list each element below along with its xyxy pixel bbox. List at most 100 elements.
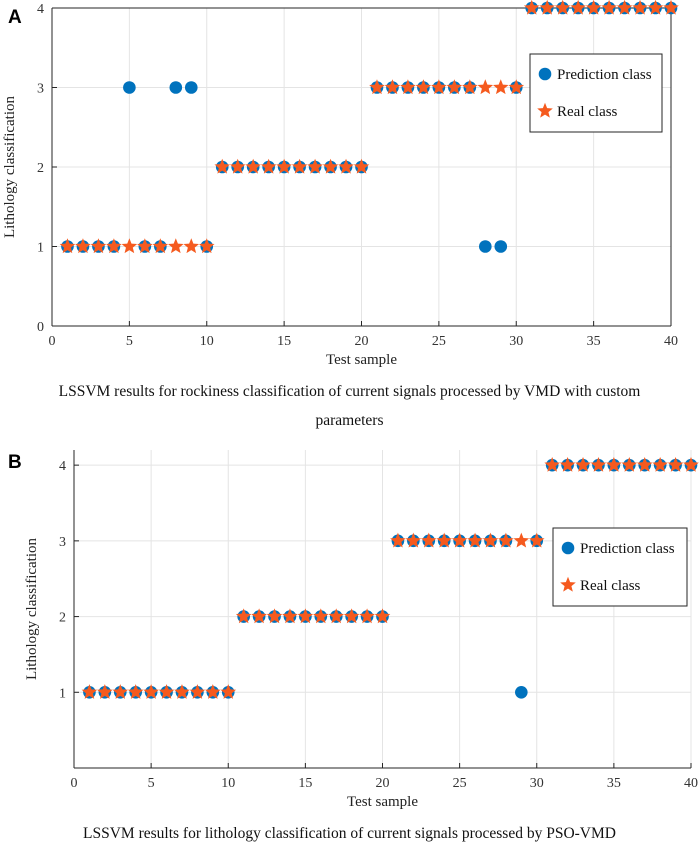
- panel-a-real-point: [477, 79, 494, 95]
- panel-a-real-point: [616, 0, 633, 15]
- panel-b-x-tick-label: 0: [71, 776, 78, 791]
- panel-a-real-point: [647, 0, 664, 15]
- panel-a-caption-line: LSSVM results for rockiness classificati…: [59, 383, 641, 400]
- panel-b-real-point: [143, 684, 159, 699]
- panel-b-prediction-point: [515, 685, 528, 699]
- panel-a-real-point: [446, 79, 463, 95]
- panel-b-x-tick-label: 30: [530, 776, 544, 791]
- panel-a-legend-real-label: Real class: [557, 104, 618, 120]
- panel-a-x-tick-label: 0: [49, 334, 56, 349]
- panel-a-real-point: [338, 158, 354, 174]
- panel-b-real-point: [297, 608, 314, 624]
- panel-a-x-tick-label: 35: [587, 334, 601, 349]
- panel-a-legend: Prediction class Real class: [529, 53, 663, 133]
- panel-a-legend-box: [529, 53, 663, 133]
- panel-a-x-tick-label: 15: [277, 334, 291, 349]
- panel-b-real-point: [544, 456, 560, 472]
- panel-a-real-point: [492, 79, 509, 95]
- panel-a-real-point: [90, 238, 107, 254]
- panel-b-legend-prediction-marker: [561, 541, 575, 555]
- panel-b-real-point: [621, 456, 638, 472]
- panel-b-real-point: [590, 456, 607, 472]
- panel-a-prediction-point: [123, 81, 136, 94]
- panel-b-real-point: [343, 608, 360, 624]
- panel-b-legend-real-marker: [560, 576, 576, 592]
- panel-b-x-tick-label: 15: [298, 776, 312, 791]
- panel-a-real-point: [663, 0, 679, 15]
- panel-a-real-point: [168, 238, 184, 254]
- panel-b-real-point: [112, 684, 129, 699]
- panel-a-y-axis-label: Lithology classification: [2, 95, 18, 238]
- panel-b-real-point: [467, 532, 483, 548]
- panel-a-prediction-point: [479, 240, 492, 253]
- panel-b-y-tick-label: 1: [59, 686, 66, 701]
- panel-a-legend-prediction-label: Prediction class: [557, 67, 652, 83]
- panel-b-real-point: [81, 684, 98, 699]
- panel-b-real-point: [359, 608, 375, 624]
- panel-b-y-tick-label: 4: [59, 459, 66, 474]
- panel-a-prediction-point: [184, 81, 198, 94]
- panel-b-real-point: [374, 608, 391, 624]
- panel-b-real-point: [174, 684, 190, 699]
- panel-b-real-point: [313, 608, 329, 624]
- panel-a: A 0 5 10 15 20 25 30 35 40 0 1 2 3 4 Test sample Litholo…: [2, 0, 679, 429]
- panel-b-caption-line: LSSVM results for lithology classificati…: [83, 825, 616, 842]
- panel-a-x-tick-label: 10: [200, 334, 214, 349]
- panel-a-real-point: [137, 238, 153, 254]
- panel-b-legend-prediction-label: Prediction class: [580, 541, 675, 557]
- panel-a-legend-prediction-marker: [538, 67, 552, 81]
- panel-a-y-tick-label: 0: [37, 320, 44, 335]
- panel-a-real-point: [585, 0, 602, 15]
- panel-b-y-tick-label: 3: [59, 535, 66, 550]
- panel-b-real-point: [652, 456, 668, 472]
- panel-b: B 0 5 10 15 20 25 30 35 40 1 2 3 4 Test sample Litholog…: [8, 450, 699, 842]
- panel-b-legend: Prediction class Real class: [552, 527, 688, 607]
- panel-b-real-point: [97, 684, 113, 699]
- panel-a-real-point: [198, 238, 215, 254]
- panel-a-caption-line: parameters: [316, 412, 384, 429]
- panel-a-y-tick-label: 1: [37, 241, 44, 256]
- panel-a-x-tick-label: 25: [432, 334, 446, 349]
- panel-a-real-point: [229, 158, 246, 174]
- panel-b-real-point: [158, 684, 175, 699]
- panel-b-real-point: [189, 684, 206, 699]
- panel-a-real-point: [369, 79, 385, 95]
- panel-a-real-point: [353, 158, 370, 174]
- panel-a-real-point: [75, 238, 91, 254]
- panel-b-letter: B: [8, 452, 22, 473]
- panel-b-x-axis-label: Test sample: [347, 794, 418, 810]
- panel-a-real-point: [121, 238, 138, 254]
- panel-a-real-point: [539, 0, 555, 15]
- panel-a-real-point: [554, 0, 571, 15]
- panel-a-real-point: [570, 0, 586, 15]
- panel-a-y-tick-label: 4: [37, 2, 44, 17]
- panel-b-real-point: [436, 532, 452, 548]
- panel-b-real-point: [513, 532, 530, 548]
- panel-a-real-point: [183, 238, 200, 254]
- panel-b-real-point: [528, 532, 545, 548]
- panel-a-x-tick-label: 30: [509, 334, 523, 349]
- panel-a-x-tick-label: 5: [126, 334, 133, 349]
- panel-b-real-point: [251, 608, 267, 624]
- panel-a-real-point: [260, 158, 277, 174]
- panel-b-real-point: [282, 608, 298, 624]
- panel-a-real-point: [245, 158, 261, 174]
- panel-b-y-tick-label: 2: [59, 611, 66, 626]
- panel-a-real-point: [384, 79, 401, 95]
- panel-b-real-point: [498, 532, 514, 548]
- panel-b-real-point: [266, 608, 283, 624]
- panel-b-legend-box: [552, 527, 688, 607]
- panel-b-real-point: [606, 456, 622, 472]
- panel-b-x-tick-label: 20: [376, 776, 390, 791]
- panel-a-real-point: [601, 0, 617, 15]
- panel-a-y-tick-label: 2: [37, 161, 44, 176]
- panel-b-real-point: [390, 532, 406, 548]
- panel-b-real-point: [451, 532, 468, 548]
- panel-b-x-tick-label: 40: [684, 776, 698, 791]
- panel-b-real-point: [235, 608, 252, 624]
- panel-a-x-tick-label: 20: [355, 334, 369, 349]
- panel-b-real-point: [667, 456, 684, 472]
- panel-a-real-point: [214, 158, 231, 174]
- panel-a-real-point: [322, 158, 339, 174]
- panel-b-real-point: [328, 608, 345, 624]
